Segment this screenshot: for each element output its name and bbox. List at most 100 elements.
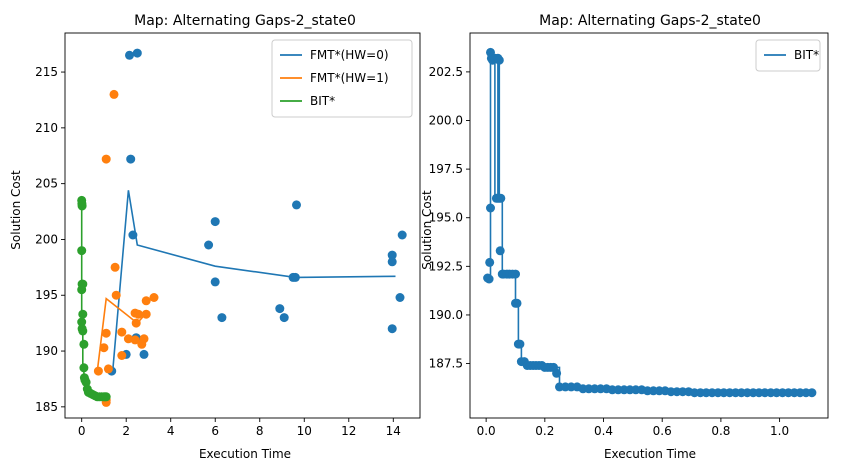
data-point (101, 328, 111, 338)
left-chart-title: Map: Alternating Gaps-2_state0 (134, 13, 356, 29)
legend-label: BIT* (310, 94, 335, 108)
data-point (141, 309, 151, 319)
legend-box (755, 39, 821, 72)
right-plot-area: 0.0 0.2 0.4 0.6 0.8 1.0 187.5 190.0 192.5 195.0 19… (429, 32, 829, 438)
y-tick-label: 187.5 (429, 357, 463, 371)
data-point (77, 285, 87, 295)
data-point (395, 293, 405, 302)
x-tick-label: 0.0 (477, 424, 496, 438)
data-point (101, 392, 111, 402)
y-tick-label: 200 (35, 232, 58, 246)
legend-label: FMT*(HW=1) (310, 71, 389, 85)
data-point (77, 246, 87, 256)
y-tick-label: 195 (35, 288, 58, 302)
left-chart-legend: FMT*(HW=0) FMT*(HW=1) BIT* (271, 39, 413, 118)
data-point (149, 293, 159, 302)
legend-label: BIT* (794, 48, 819, 62)
y-tick-label: 190.0 (429, 308, 463, 322)
data-point (496, 193, 506, 203)
data-point (290, 272, 300, 282)
y-tick-label: 190 (35, 344, 58, 358)
data-point (133, 309, 143, 319)
data-point (210, 217, 220, 227)
data-point (128, 230, 138, 240)
x-tick-label: 12 (341, 424, 356, 438)
data-point (141, 296, 151, 306)
data-point (117, 327, 127, 337)
series-BIT* (77, 195, 111, 402)
x-tick-label: 14 (386, 424, 401, 438)
x-tick-label: 0.8 (711, 424, 730, 438)
data-point (217, 313, 227, 323)
data-point (123, 334, 133, 344)
series-line (96, 297, 147, 372)
data-point (109, 89, 119, 99)
data-point (78, 326, 88, 336)
data-point (204, 240, 214, 250)
y-tick-label: 200.0 (429, 114, 463, 128)
data-point (99, 343, 109, 353)
right-chart-legend: BIT* (755, 39, 821, 72)
data-point (139, 349, 149, 359)
data-point (103, 364, 113, 374)
data-point (132, 48, 142, 58)
data-point (126, 154, 136, 164)
data-point (807, 388, 817, 398)
data-point (210, 277, 220, 287)
data-point (279, 313, 289, 323)
data-point (387, 324, 397, 334)
left-chart-xlabel: Execution Time (199, 447, 291, 461)
y-tick-label: 185 (35, 400, 58, 414)
data-point (125, 50, 134, 60)
data-point (387, 250, 397, 260)
legend-label: FMT*(HW=0) (310, 48, 389, 62)
legend-box (271, 39, 413, 118)
right-chart-title: Map: Alternating Gaps-2_state0 (539, 13, 761, 29)
data-point (139, 334, 149, 344)
x-tick-label: 6 (211, 424, 219, 438)
y-tick-label: 195.0 (429, 211, 463, 225)
data-point (81, 377, 91, 387)
data-point (292, 200, 301, 210)
data-point (130, 335, 140, 345)
data-point (111, 290, 121, 300)
data-point (77, 317, 87, 327)
x-tick-label: 8 (256, 424, 264, 438)
data-point (78, 309, 88, 319)
y-tick-label: 205 (35, 177, 58, 191)
x-tick-label: 0.2 (535, 424, 554, 438)
series-BIT* (483, 47, 817, 398)
data-point (494, 55, 504, 65)
data-point (110, 262, 120, 272)
data-point (512, 298, 522, 308)
right-chart-xlabel: Execution Time (604, 447, 696, 461)
data-point (485, 257, 495, 267)
series-FMT*(HW=0) (107, 48, 407, 376)
data-point (484, 274, 494, 284)
y-tick-label: 215 (35, 65, 58, 79)
x-tick-label: 1.0 (770, 424, 789, 438)
series-line (112, 190, 396, 369)
data-point (397, 230, 407, 240)
x-tick-label: 2 (122, 424, 130, 438)
y-tick-label: 202.5 (429, 65, 463, 79)
data-point (79, 339, 89, 349)
data-point (79, 363, 89, 373)
data-point (552, 368, 562, 378)
data-point (131, 318, 141, 328)
y-tick-label: 210 (35, 121, 58, 135)
y-tick-label: 197.5 (429, 162, 463, 176)
data-point (387, 257, 397, 267)
data-point (515, 339, 525, 349)
x-tick-label: 4 (167, 424, 175, 438)
right-chart: Map: Alternating Gaps-2_state0 0.0 0.2 0.4… (420, 13, 829, 461)
data-point (495, 246, 505, 256)
x-tick-label: 0.6 (653, 424, 672, 438)
data-point (486, 203, 495, 213)
data-point (117, 351, 127, 360)
plot-frame (469, 32, 829, 419)
data-point (77, 201, 87, 211)
x-tick-label: 0 (78, 424, 86, 438)
data-point (93, 366, 103, 376)
